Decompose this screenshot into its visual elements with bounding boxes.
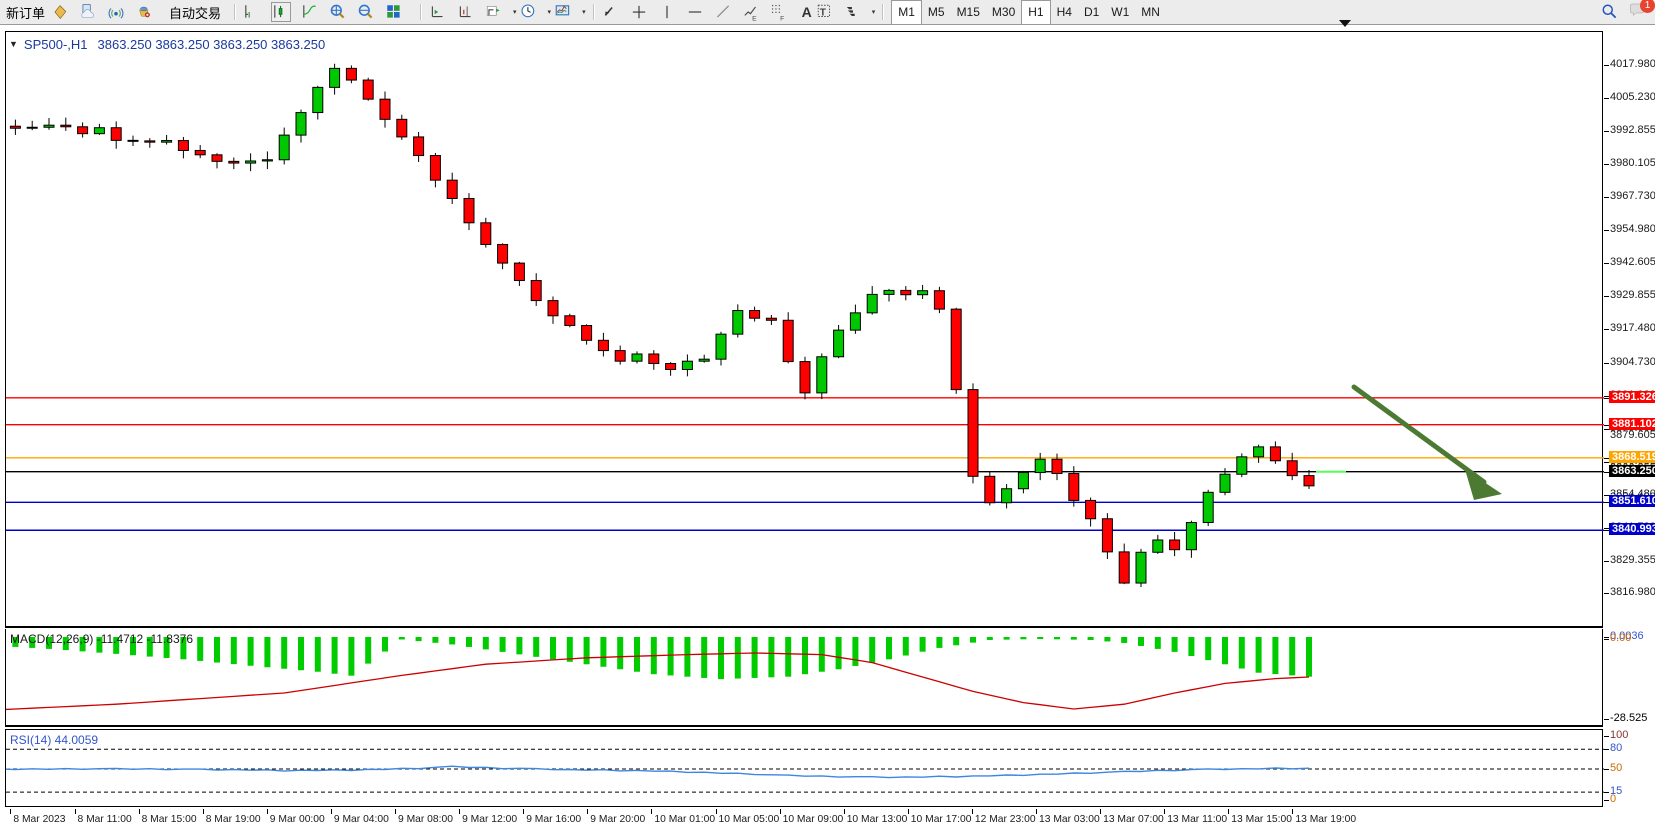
svg-text:E: E (752, 15, 757, 21)
svg-text:F: F (780, 15, 784, 21)
svg-text:T: T (819, 7, 826, 18)
